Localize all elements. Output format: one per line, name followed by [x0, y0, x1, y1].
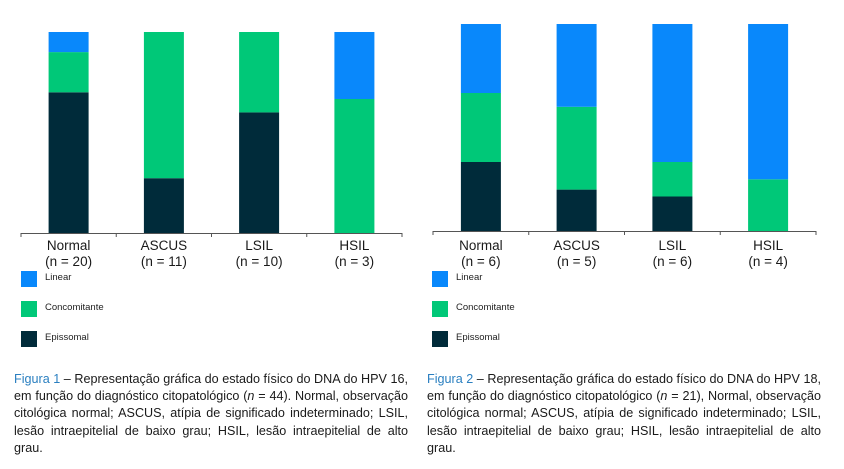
legend-label: Epissomal: [45, 332, 89, 343]
bar-hsil-concomitante: [334, 99, 375, 233]
category-name: Normal: [459, 238, 503, 253]
legend-label: Epissomal: [456, 332, 500, 343]
figure-1: Figura 1 – Representação gráfica do esta…: [14, 32, 408, 457]
bar-group-ascus: [143, 32, 184, 233]
figure-2-label: Figura 2: [427, 372, 474, 386]
caption-n: n: [247, 389, 255, 404]
caption-text-after: = 21), Normal, observação citológica nor…: [427, 389, 821, 455]
chart-1-plot: [20, 32, 403, 237]
bar-lsil-epissomal: [652, 196, 693, 231]
category-count: (n = 11): [140, 254, 187, 269]
figure-2-caption: Figura 2 – Representação gráfica do esta…: [427, 371, 821, 457]
category-label-hsil: HSIL (n = 3): [306, 238, 402, 270]
bar-group-hsil: [748, 24, 789, 232]
bar-lsil-epissomal: [239, 112, 280, 233]
legend-swatch: [432, 331, 448, 347]
category-name: ASCUS: [140, 238, 188, 253]
category-label-normal: Normal (n = 6): [433, 238, 529, 270]
figure-1-caption: Figura 1 – Representação gráfica do esta…: [14, 371, 408, 457]
legend-label: Concomitante: [45, 302, 104, 313]
bar-hsil-linear: [748, 24, 789, 180]
bar-hsil-linear: [334, 32, 375, 99]
category-name: HSIL: [339, 238, 370, 253]
legend-swatch: [432, 271, 448, 287]
bar-group-lsil: [652, 24, 693, 231]
bar-ascus-concomitante: [556, 106, 597, 190]
category-label-ascus: ASCUS (n = 5): [529, 238, 625, 270]
category-name: HSIL: [753, 238, 784, 253]
bar-normal-concomitante: [48, 52, 89, 93]
bar-group-ascus: [556, 24, 597, 231]
bar-lsil-linear: [652, 24, 693, 162]
category-name: LSIL: [658, 238, 687, 253]
legend-swatch: [21, 301, 37, 317]
bar-ascus-concomitante: [143, 32, 184, 179]
category-count: (n = 20): [45, 254, 93, 269]
legend-label: Concomitante: [456, 302, 515, 313]
category-count: (n = 4): [748, 254, 788, 269]
category-name: Normal: [46, 238, 91, 253]
category-count: (n = 3): [334, 254, 375, 269]
bar-ascus-linear: [556, 24, 597, 107]
caption-text: – Representação gráfica do estado físico…: [14, 372, 408, 404]
caption-n: n: [660, 389, 668, 404]
bar-group-lsil: [239, 32, 280, 233]
category-count: (n = 6): [461, 254, 501, 269]
caption-text-after: = 44). Normal, observação citológica nor…: [14, 389, 408, 455]
legend-swatch: [21, 271, 37, 287]
bar-normal-linear: [48, 32, 89, 53]
bar-ascus-epissomal: [143, 178, 184, 233]
legend-swatch: [21, 331, 37, 347]
bar-group-hsil: [334, 32, 375, 233]
legend-label: Linear: [456, 272, 483, 283]
category-name: LSIL: [245, 238, 274, 253]
category-label-normal: Normal (n = 20): [21, 238, 117, 270]
bar-lsil-concomitante: [239, 32, 280, 113]
figure-1-label: Figura 1: [14, 372, 61, 386]
category-count: (n = 10): [235, 254, 283, 269]
category-count: (n = 5): [556, 254, 597, 269]
bar-group-normal: [460, 24, 501, 231]
bar-normal-linear: [460, 24, 501, 93]
bar-hsil-concomitante: [748, 179, 789, 232]
category-label-lsil: LSIL (n = 10): [211, 238, 307, 270]
chart-2-plot: [432, 24, 817, 235]
legend-label: Linear: [45, 272, 72, 283]
caption-text: – Representação gráfica do estado físico…: [427, 372, 821, 404]
category-count: (n = 6): [652, 254, 693, 269]
legend-swatch: [432, 301, 448, 317]
figure-2: Figura 2 – Representação gráfica do esta…: [422, 0, 844, 469]
category-label-ascus: ASCUS (n = 11): [116, 238, 212, 270]
bar-group-normal: [48, 32, 89, 233]
category-label-hsil: HSIL (n = 4): [720, 238, 816, 270]
category-name: ASCUS: [553, 238, 600, 253]
bar-normal-concomitante: [460, 93, 501, 162]
bar-normal-epissomal: [460, 162, 501, 231]
category-label-lsil: LSIL (n = 6): [624, 238, 720, 270]
bar-normal-epissomal: [48, 92, 89, 233]
bar-ascus-epissomal: [556, 189, 597, 231]
bar-lsil-concomitante: [652, 162, 693, 197]
